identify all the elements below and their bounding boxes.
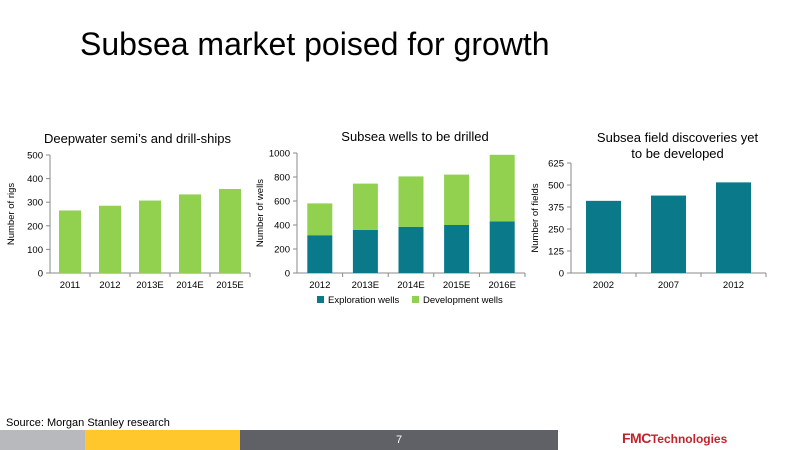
x-tick-label: 2013E <box>136 280 163 291</box>
y-tick-label: 375 <box>548 203 564 214</box>
bar <box>179 194 201 273</box>
bar-development-wells <box>444 174 470 225</box>
y-tick-label: 1000 <box>269 149 290 160</box>
y-tick-label: 200 <box>274 245 290 256</box>
x-tick-label: 2002 <box>593 280 614 291</box>
y-tick-label: 400 <box>274 221 290 232</box>
logo-brand: FMC <box>622 430 651 446</box>
bar-exploration-wells <box>352 229 378 273</box>
chart3-title: Subsea field discoveries yet to be devel… <box>596 130 759 161</box>
bar <box>139 200 161 273</box>
x-tick-label: 2014E <box>176 280 203 291</box>
x-tick-label: 2012 <box>723 280 744 291</box>
bar-development-wells <box>352 183 378 230</box>
bar <box>716 182 751 273</box>
bar <box>651 195 686 273</box>
bar-exploration-wells <box>398 226 424 273</box>
x-tick-label: 2011 <box>60 280 80 291</box>
logo-text: Technologies <box>650 432 728 446</box>
bar <box>219 188 241 273</box>
footer-bar-dark <box>240 430 558 450</box>
bar-development-wells <box>398 176 424 227</box>
x-tick-label: 2014E <box>397 280 424 291</box>
bar-exploration-wells <box>444 225 470 273</box>
bar <box>586 200 621 273</box>
y-axis-label: Number of fields <box>530 183 541 252</box>
y-tick-label: 500 <box>548 181 564 192</box>
y-tick-label: 500 <box>27 151 43 162</box>
y-tick-label: 0 <box>285 269 290 280</box>
y-tick-label: 400 <box>27 174 43 185</box>
chart1-title: Deepwater semi’s and drill-ships <box>44 131 231 146</box>
slide-title: Subsea market poised for growth <box>80 26 550 62</box>
y-tick-label: 0 <box>38 269 43 280</box>
bar-exploration-wells <box>489 221 515 273</box>
x-tick-label: 2012 <box>99 280 120 291</box>
x-tick-label: 2015E <box>216 280 243 291</box>
bar <box>99 205 121 273</box>
bar-development-wells <box>307 203 333 236</box>
y-axis-label: Number of rigs <box>6 183 17 246</box>
y-tick-label: 200 <box>27 221 43 232</box>
legend-swatch <box>412 296 419 303</box>
x-tick-label: 2016E <box>488 280 515 291</box>
legend-label: Development wells <box>423 295 503 306</box>
y-tick-label: 300 <box>27 198 43 209</box>
chart2-title: Subsea wells to be drilled <box>341 129 489 144</box>
x-tick-label: 2013E <box>352 280 379 291</box>
x-tick-label: 2012 <box>309 280 330 291</box>
y-tick-label: 600 <box>274 197 290 208</box>
legend-swatch <box>317 296 324 303</box>
x-tick-label: 2007 <box>658 280 679 291</box>
footer-bar-gray <box>0 430 85 450</box>
y-tick-label: 125 <box>548 247 564 258</box>
legend-label: Exploration wells <box>328 295 400 306</box>
bar <box>59 210 81 273</box>
y-tick-label: 0 <box>559 269 564 280</box>
page-number: 7 <box>396 434 403 446</box>
bar-exploration-wells <box>307 235 333 273</box>
y-tick-label: 250 <box>548 225 564 236</box>
y-axis-label: Number of wells <box>255 179 266 247</box>
company-logo: FMCTechnologies <box>622 430 727 446</box>
y-tick-label: 625 <box>548 159 564 170</box>
footer-bar-yellow <box>85 430 240 450</box>
y-tick-label: 100 <box>27 245 43 256</box>
bar-development-wells <box>489 154 515 222</box>
y-tick-label: 800 <box>274 173 290 184</box>
source-note: Source: Morgan Stanley research <box>6 417 170 429</box>
x-tick-label: 2015E <box>443 280 470 291</box>
